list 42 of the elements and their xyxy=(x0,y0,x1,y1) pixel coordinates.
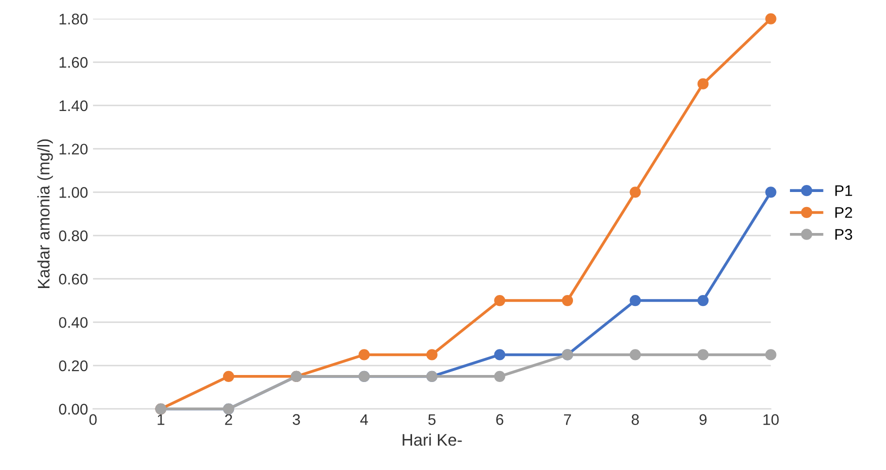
point xyxy=(630,349,641,360)
point xyxy=(630,186,641,198)
legend-label: P3 xyxy=(835,229,852,240)
x-tick-label: 3 xyxy=(292,414,300,425)
x-tick-label: 0 xyxy=(89,414,97,425)
x-axis-title: Hari Ke- xyxy=(402,434,462,446)
point xyxy=(765,349,776,360)
point xyxy=(697,349,709,360)
point xyxy=(765,186,776,198)
x-tick-label: 5 xyxy=(428,414,436,425)
legend-label: P2 xyxy=(835,207,852,218)
y-tick-label: 0.80 xyxy=(59,230,88,242)
point xyxy=(562,294,574,306)
x-tick-label: 2 xyxy=(225,414,232,425)
x-tick-label: 7 xyxy=(564,414,571,425)
y-axis-title: Kadar amonia (mg/l) xyxy=(37,139,53,288)
point xyxy=(697,294,709,306)
x-tick-label: 6 xyxy=(496,414,504,425)
point xyxy=(494,349,506,360)
point xyxy=(630,294,641,306)
y-tick-label: 0.00 xyxy=(59,404,88,415)
point xyxy=(494,294,506,306)
y-tick-label: 0.60 xyxy=(59,274,88,285)
x-tick-label: 4 xyxy=(360,414,368,425)
y-tick-label: 0.20 xyxy=(59,360,88,372)
legend-label: P1 xyxy=(835,185,852,196)
y-tick-label: 1.20 xyxy=(60,144,88,155)
point xyxy=(765,13,776,24)
point xyxy=(697,78,709,90)
point xyxy=(494,370,506,382)
y-tick-label: 1.80 xyxy=(60,14,88,24)
y-tick-label: 1.40 xyxy=(60,100,88,112)
y-tick-label: 1.60 xyxy=(60,57,88,68)
point xyxy=(223,370,234,382)
point xyxy=(426,349,438,360)
y-tick-label: 1.00 xyxy=(60,187,88,198)
x-tick-label: 9 xyxy=(700,414,707,425)
x-tick-label: 8 xyxy=(632,414,639,425)
y-tick-label: 0.40 xyxy=(59,317,88,328)
x-tick-label: 10 xyxy=(763,414,779,425)
x-tick-label: 1 xyxy=(158,414,164,425)
point xyxy=(358,349,370,360)
